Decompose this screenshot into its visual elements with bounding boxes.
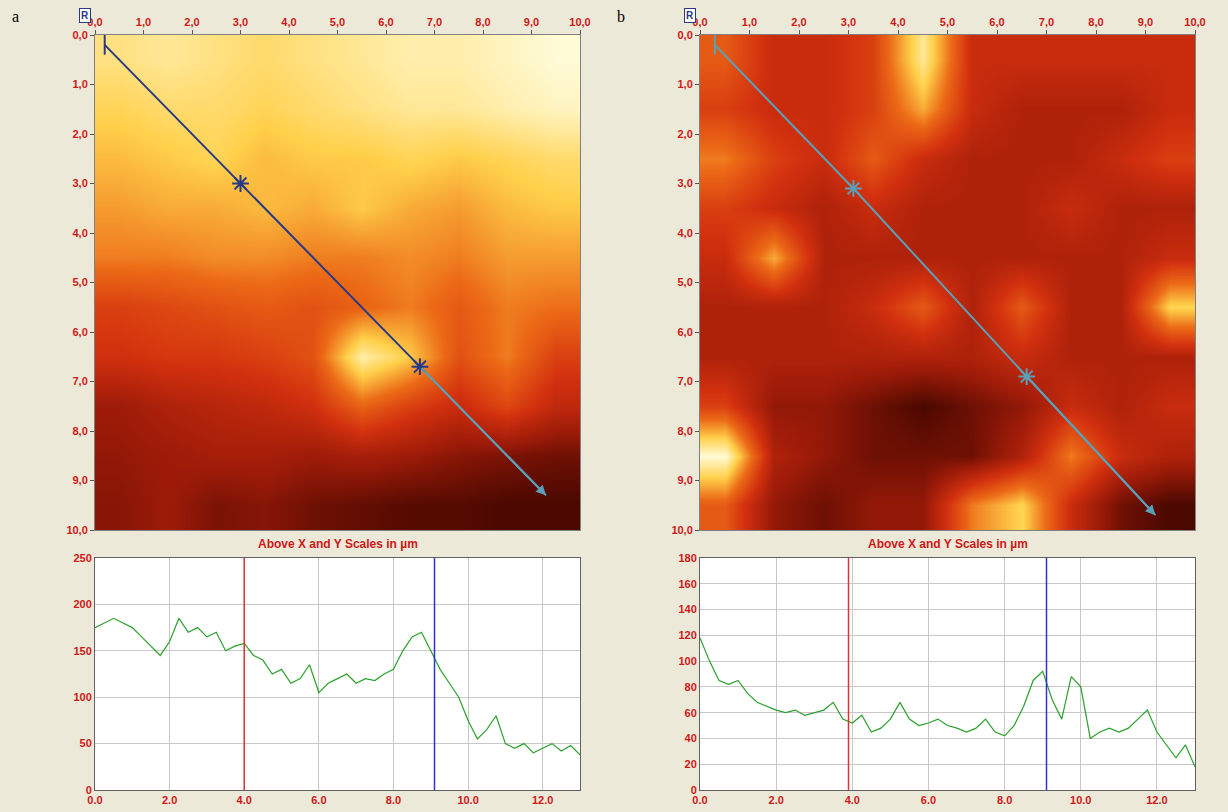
svg-text:10.0: 10.0 [1070, 794, 1091, 806]
svg-text:100: 100 [73, 691, 91, 703]
svg-text:160: 160 [678, 578, 696, 590]
svg-text:0,0: 0,0 [692, 16, 707, 28]
svg-text:200: 200 [73, 598, 91, 610]
svg-text:5,0: 5,0 [330, 16, 345, 28]
svg-text:0.0: 0.0 [692, 794, 707, 806]
svg-text:80: 80 [685, 681, 697, 693]
svg-text:10,0: 10,0 [569, 16, 590, 28]
svg-text:6,0: 6,0 [989, 16, 1004, 28]
svg-text:7,0: 7,0 [73, 375, 88, 387]
svg-text:7,0: 7,0 [678, 375, 693, 387]
svg-text:100: 100 [678, 655, 696, 667]
svg-text:4.0: 4.0 [845, 794, 860, 806]
svg-text:2,0: 2,0 [184, 16, 199, 28]
svg-text:4,0: 4,0 [281, 16, 296, 28]
svg-text:120: 120 [678, 629, 696, 641]
svg-text:R: R [686, 10, 694, 21]
svg-text:1,0: 1,0 [136, 16, 151, 28]
svg-text:4,0: 4,0 [73, 227, 88, 239]
svg-text:5,0: 5,0 [73, 276, 88, 288]
svg-text:6,0: 6,0 [678, 326, 693, 338]
svg-text:6.0: 6.0 [311, 794, 326, 806]
svg-text:60: 60 [685, 707, 697, 719]
svg-text:40: 40 [685, 732, 697, 744]
svg-text:5,0: 5,0 [678, 276, 693, 288]
svg-text:6,0: 6,0 [73, 326, 88, 338]
svg-text:20: 20 [685, 758, 697, 770]
svg-text:2.0: 2.0 [162, 794, 177, 806]
svg-text:50: 50 [80, 737, 92, 749]
svg-text:4,0: 4,0 [890, 16, 905, 28]
svg-text:Above X and Y Scales in µm: Above X and Y Scales in µm [868, 537, 1028, 551]
svg-text:7,0: 7,0 [1039, 16, 1054, 28]
svg-text:2,0: 2,0 [678, 128, 693, 140]
svg-text:6,0: 6,0 [378, 16, 393, 28]
svg-text:8.0: 8.0 [997, 794, 1012, 806]
svg-text:4,0: 4,0 [678, 227, 693, 239]
svg-text:0: 0 [86, 784, 92, 796]
svg-text:150: 150 [73, 645, 91, 657]
svg-text:2,0: 2,0 [791, 16, 806, 28]
svg-text:1,0: 1,0 [73, 78, 88, 90]
svg-text:a: a [12, 8, 19, 25]
svg-text:1,0: 1,0 [742, 16, 757, 28]
svg-text:0,0: 0,0 [678, 29, 693, 41]
svg-text:0.0: 0.0 [87, 794, 102, 806]
svg-text:8,0: 8,0 [1088, 16, 1103, 28]
svg-text:3,0: 3,0 [73, 177, 88, 189]
svg-text:2,0: 2,0 [73, 128, 88, 140]
svg-text:b: b [617, 8, 625, 25]
svg-text:10.0: 10.0 [457, 794, 478, 806]
svg-text:8.0: 8.0 [386, 794, 401, 806]
svg-text:3,0: 3,0 [841, 16, 856, 28]
svg-text:7,0: 7,0 [427, 16, 442, 28]
svg-text:2.0: 2.0 [769, 794, 784, 806]
svg-text:3,0: 3,0 [678, 177, 693, 189]
svg-text:8,0: 8,0 [475, 16, 490, 28]
svg-text:9,0: 9,0 [524, 16, 539, 28]
svg-text:1,0: 1,0 [678, 78, 693, 90]
svg-text:12.0: 12.0 [1146, 794, 1167, 806]
svg-text:9,0: 9,0 [678, 474, 693, 486]
svg-text:180: 180 [678, 552, 696, 564]
svg-text:6.0: 6.0 [921, 794, 936, 806]
svg-text:10,0: 10,0 [66, 524, 87, 536]
svg-text:8,0: 8,0 [73, 425, 88, 437]
svg-text:0,0: 0,0 [87, 16, 102, 28]
svg-text:R: R [81, 10, 89, 21]
svg-text:9,0: 9,0 [73, 474, 88, 486]
svg-text:8,0: 8,0 [678, 425, 693, 437]
svg-text:9,0: 9,0 [1138, 16, 1153, 28]
svg-text:0: 0 [691, 784, 697, 796]
svg-text:Above X and Y Scales in µm: Above X and Y Scales in µm [258, 537, 418, 551]
svg-text:10,0: 10,0 [671, 524, 692, 536]
svg-text:5,0: 5,0 [940, 16, 955, 28]
svg-text:140: 140 [678, 603, 696, 615]
svg-text:3,0: 3,0 [233, 16, 248, 28]
svg-text:12.0: 12.0 [532, 794, 553, 806]
svg-text:4.0: 4.0 [237, 794, 252, 806]
svg-text:250: 250 [73, 552, 91, 564]
svg-text:0,0: 0,0 [73, 29, 88, 41]
svg-text:10,0: 10,0 [1184, 16, 1205, 28]
